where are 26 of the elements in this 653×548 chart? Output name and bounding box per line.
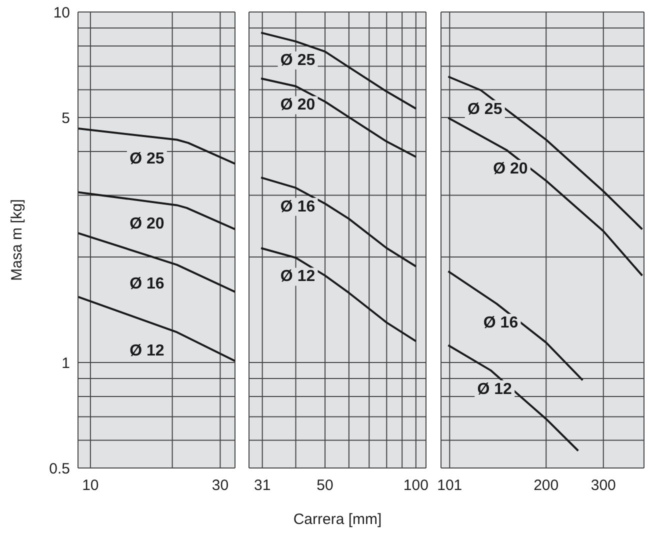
x-axis-title: Carrera [mm] <box>293 511 382 528</box>
x-tick-label: 200 <box>534 477 559 494</box>
series-label: Ø 16 <box>130 275 164 292</box>
series-label: Ø 16 <box>280 198 316 216</box>
series-label: Ø 20 <box>493 160 528 178</box>
series-label: Ø 25 <box>468 100 502 118</box>
series-label: Ø 20 <box>130 216 164 233</box>
series-label: Ø 25 <box>280 52 316 69</box>
x-tick-label: 10 <box>82 477 99 494</box>
y-tick-label: 1 <box>62 354 70 372</box>
series-label: Ø 12 <box>130 342 164 360</box>
x-tick-label: 30 <box>212 477 229 494</box>
y-tick-label: 10 <box>53 4 70 22</box>
series-label: Ø 12 <box>280 268 316 286</box>
x-tick-label: 100 <box>403 477 428 494</box>
y-tick-label: 0.5 <box>49 460 70 478</box>
series-label: Ø 25 <box>130 150 164 168</box>
series-label: Ø 12 <box>477 380 512 398</box>
x-tick-label: 31 <box>254 477 271 494</box>
x-tick-label: 101 <box>437 477 462 494</box>
series-label: Ø 20 <box>280 96 316 114</box>
x-tick-label: 300 <box>590 477 616 494</box>
series-label: Ø 16 <box>483 314 518 332</box>
y-tick-label: 5 <box>62 110 70 127</box>
y-axis-title: Masa m [kg] <box>8 199 26 281</box>
x-tick-label: 50 <box>316 477 334 494</box>
